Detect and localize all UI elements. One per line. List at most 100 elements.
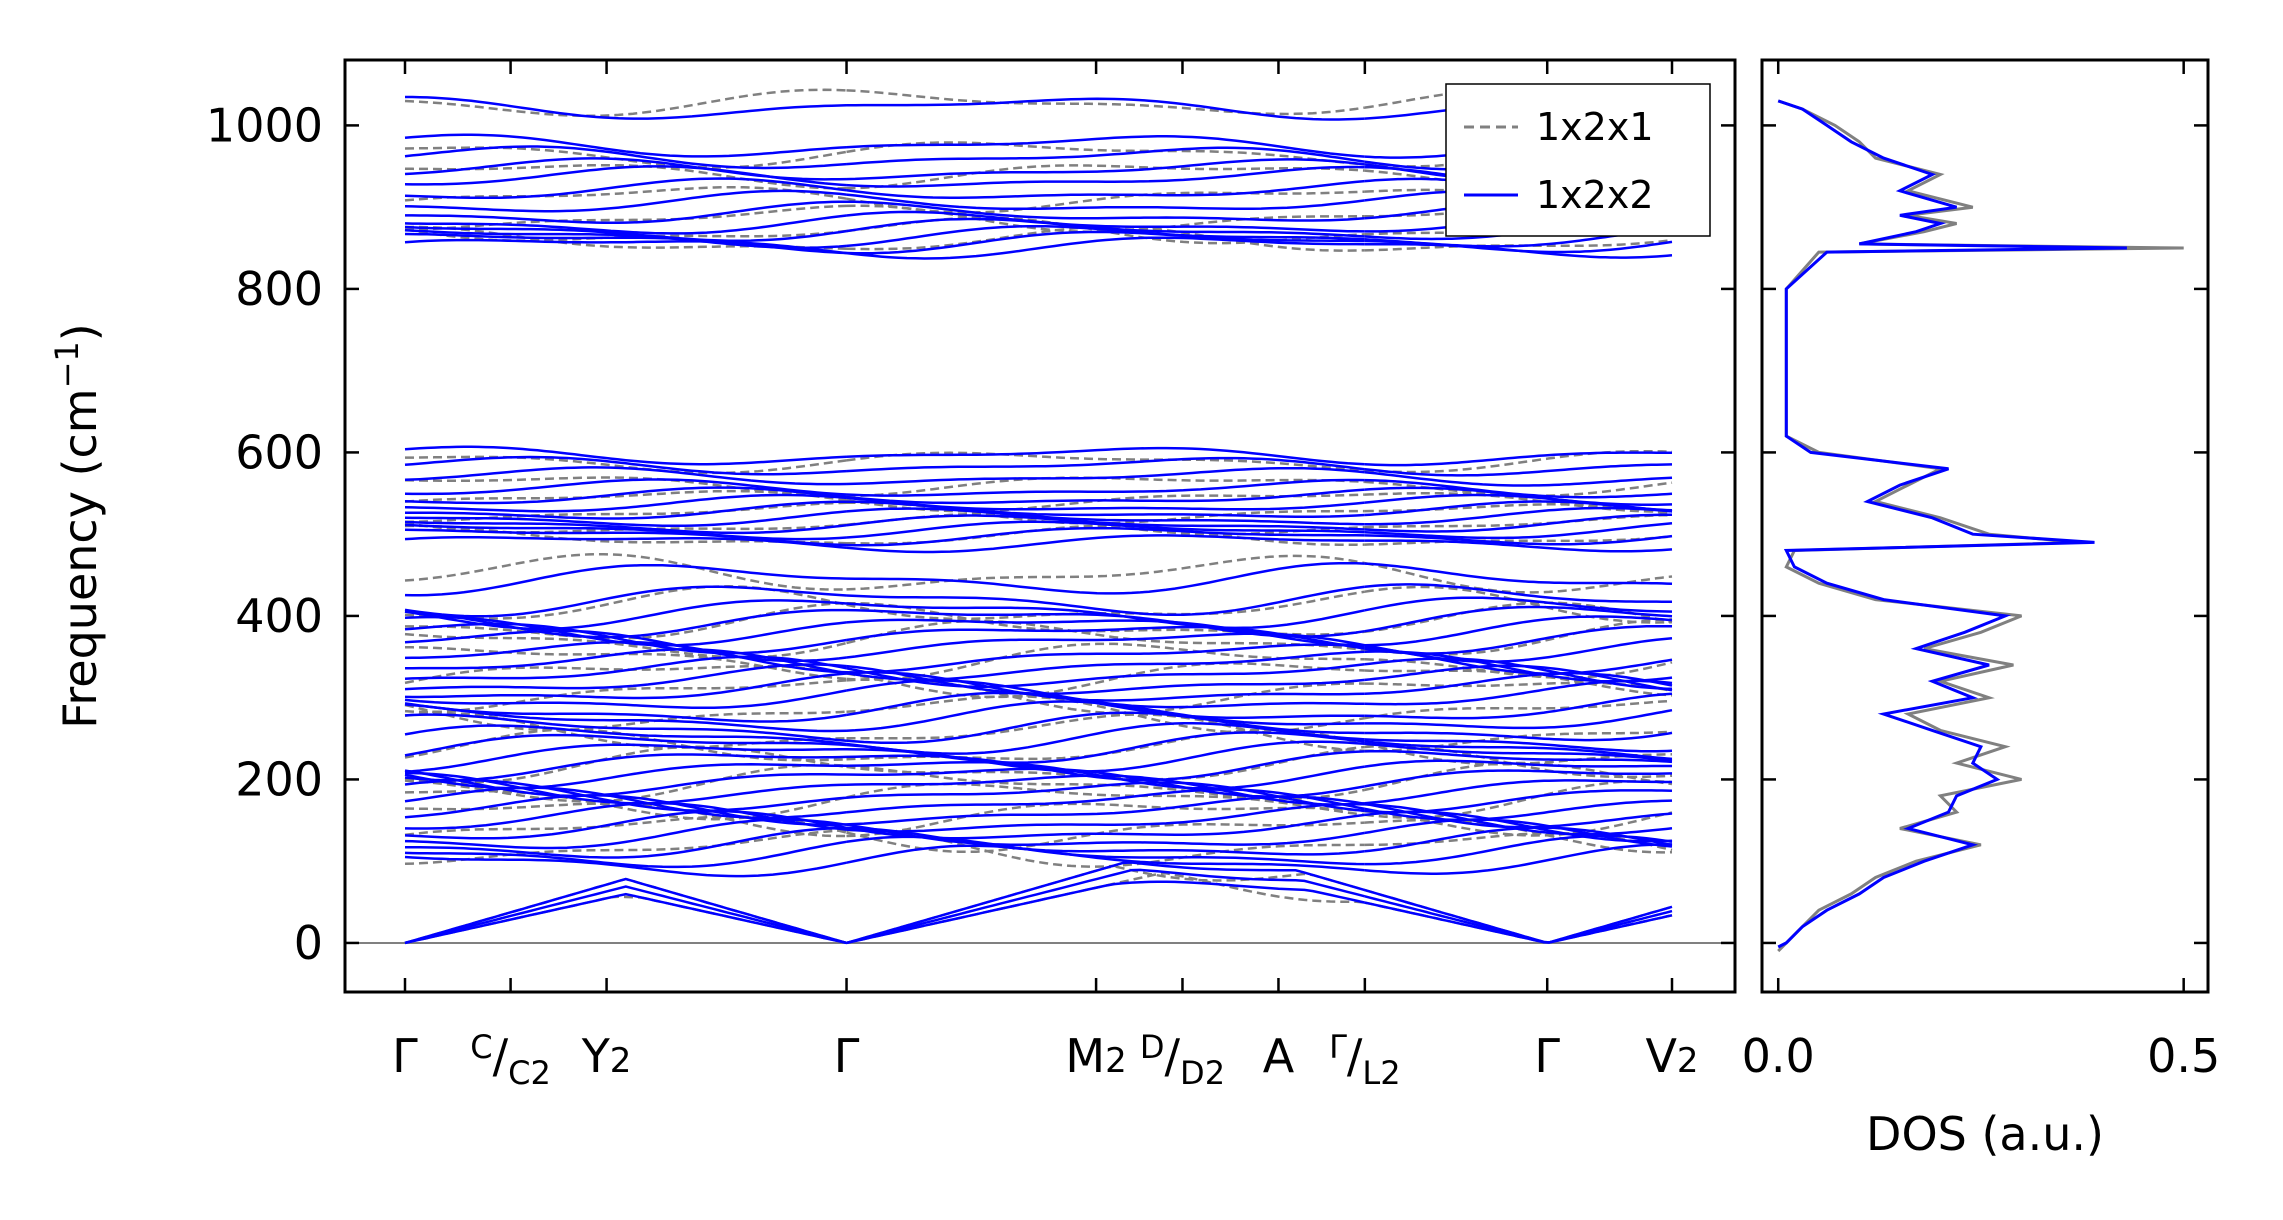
band-line-1x2x2 <box>1364 636 1673 663</box>
band-line-1x2x2 <box>404 855 847 878</box>
band-line-1x2x2 <box>404 145 847 170</box>
dos-x-tick-label: 0.5 <box>2147 1029 2220 1083</box>
band-y-axis-title: Frequency (cm−1) <box>48 323 107 728</box>
band-line-1x2x1 <box>846 554 1366 591</box>
band-line-1x2x2 <box>1364 451 1673 467</box>
band-line-1x2x2 <box>404 528 847 547</box>
band-line-1x2x2 <box>1364 888 1673 944</box>
band-line-1x2x2 <box>404 177 847 200</box>
band-line-1x2x1 <box>404 632 847 659</box>
band-line-1x2x2 <box>404 689 847 710</box>
band-line-1x2x2 <box>846 526 1365 547</box>
band-y-tick-label: 0 <box>294 916 323 970</box>
band-y-tick-label: 400 <box>235 589 323 643</box>
band-line-1x2x2 <box>1364 769 1673 788</box>
dos-x-axis-title: DOS (a.u.) <box>1866 1107 2104 1161</box>
band-plot-frame <box>343 58 1737 994</box>
band-line-1x2x2 <box>846 236 1365 260</box>
band-line-1x2x2 <box>846 650 1365 681</box>
legend-box <box>1445 83 1711 237</box>
band-y-tick-label: 200 <box>235 752 323 806</box>
band-line-1x2x1 <box>846 190 1365 214</box>
band-line-1x2x2 <box>846 230 1365 255</box>
band-line-1x2x2 <box>846 802 1365 833</box>
band-line-1x2x2 <box>846 165 1365 188</box>
band-x-tick-label: V2 <box>1645 1029 1698 1083</box>
band-line-1x2x1 <box>1364 618 1673 656</box>
band-line-1x2x2 <box>404 466 847 486</box>
band-line-1x2x2 <box>1364 742 1673 763</box>
band-line-1x2x2 <box>846 880 1366 945</box>
band-line-1x2x2 <box>846 507 1365 526</box>
band-line-1x2x2 <box>404 672 847 700</box>
band-line-1x2x2 <box>846 585 1365 617</box>
band-line-1x2x2 <box>404 585 847 618</box>
band-line-1x2x2 <box>1364 478 1673 499</box>
band-structure-panel: 0 200 400 600 800 1000 Γ C/C2 Y2 Γ M2 D/D2 A Γ/L2 Γ V2… <box>48 58 1737 1092</box>
band-line-1x2x1 <box>1364 658 1673 679</box>
band-line-1x2x1 <box>846 662 1365 699</box>
band-line-1x2x2 <box>404 228 847 250</box>
dos-y-ticks <box>1762 124 2208 945</box>
band-line-1x2x2 <box>1364 522 1673 540</box>
band-line-1x2x1 <box>1364 239 1673 252</box>
band-line-1x2x1 <box>404 163 847 190</box>
band-x-tick-label: Y2 <box>581 1029 632 1083</box>
band-line-1x2x1 <box>846 89 1365 116</box>
dos-x-tick-label: 0.0 <box>1742 1029 1815 1083</box>
band-line-1x2x2 <box>404 786 847 820</box>
band-line-1x2x2 <box>404 724 847 746</box>
band-line-1x2x2 <box>846 456 1365 473</box>
legend: 1x2x1 1x2x2 <box>1445 83 1711 237</box>
band-line-1x2x2 <box>404 877 847 945</box>
band-line-1x2x2 <box>1364 624 1672 655</box>
dos-panel: 0.0 0.5 DOS (a.u.) <box>1742 58 2220 1161</box>
band-line-1x2x2 <box>404 563 847 597</box>
band-line-1x2x2 <box>1364 789 1673 814</box>
band-line-1x2x1 <box>846 619 1365 651</box>
band-line-1x2x2 <box>846 466 1365 486</box>
band-line-1x2x2 <box>404 892 847 945</box>
band-line-1x2x2 <box>846 691 1365 719</box>
band-y-tick-label: 1000 <box>206 98 323 152</box>
band-x-tick-label: Γ/L2 <box>1329 1028 1401 1092</box>
band-line-1x2x1 <box>846 141 1365 166</box>
band-line-1x2x2 <box>846 478 1365 497</box>
band-line-1x2x2 <box>404 885 847 945</box>
band-line-1x2x1 <box>1364 491 1673 513</box>
band-line-1x2x2 <box>404 523 847 541</box>
band-line-1x2x2 <box>1364 596 1673 613</box>
band-line-1x2x2 <box>404 455 847 476</box>
band-line-1x2x2 <box>1364 562 1673 586</box>
band-y-tick-label: 800 <box>235 262 323 316</box>
band-line-1x2x2 <box>1364 692 1673 720</box>
band-line-1x2x2 <box>404 478 847 496</box>
band-line-1x2x2 <box>405 648 847 675</box>
band-line-1x2x2 <box>846 602 1366 630</box>
band-line-1x2x2 <box>404 599 847 631</box>
band-line-1x2x1 <box>1364 535 1673 546</box>
band-line-1x2x2 <box>846 496 1365 511</box>
band-line-1x2x1 <box>404 476 847 498</box>
band-line-1x2x2 <box>846 671 1365 702</box>
band-line-1x2x2 <box>404 794 847 826</box>
band-line-1x2x1 <box>404 552 847 591</box>
band-line-1x2x2 <box>846 813 1365 840</box>
band-line-1x2x2 <box>1364 802 1673 829</box>
band-line-1x2x2 <box>404 663 847 691</box>
band-line-1x2x1 <box>404 679 847 714</box>
band-line-1x2x2 <box>846 514 1365 531</box>
band-line-1x2x2 <box>405 500 847 520</box>
band-line-1x2x2 <box>404 133 847 158</box>
band-line-1x2x2 <box>846 135 1365 158</box>
band-line-1x2x2 <box>1364 583 1672 603</box>
band-line-1x2x2 <box>405 95 847 120</box>
band-lines <box>404 87 1673 945</box>
band-line-1x2x2 <box>1364 605 1673 633</box>
band-line-1x2x2 <box>846 561 1365 595</box>
legend-label-1x2x2: 1x2x2 <box>1536 173 1654 217</box>
band-line-1x2x2 <box>1364 672 1673 695</box>
band-x-tick-label: A <box>1263 1029 1295 1083</box>
band-line-1x2x1 <box>404 703 847 732</box>
